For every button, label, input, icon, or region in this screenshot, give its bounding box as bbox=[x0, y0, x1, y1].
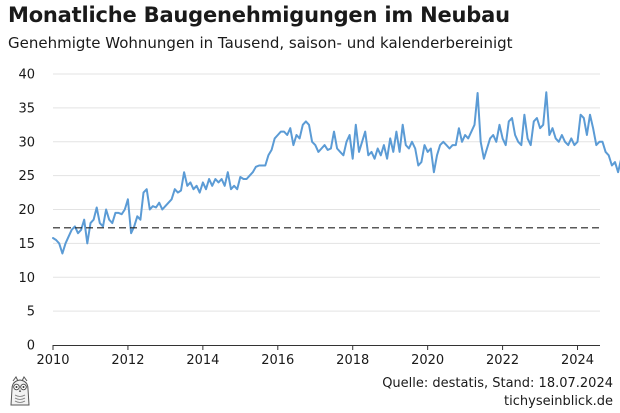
grid-lines bbox=[53, 73, 600, 312]
website-credit[interactable]: tichyseinblick.de bbox=[504, 394, 613, 409]
x-tick-label: 2012 bbox=[111, 353, 144, 368]
x-tick-label: 2020 bbox=[411, 353, 444, 368]
y-axis-ticks: 0 5 10 15 20 25 30 35 40 bbox=[18, 68, 35, 354]
y-tick-label: 35 bbox=[18, 101, 35, 116]
y-tick-label: 20 bbox=[18, 203, 35, 218]
x-axis-ticks: 2010 2012 2014 2016 2018 2020 2022 2024 bbox=[36, 345, 594, 368]
y-tick-label: 10 bbox=[18, 271, 35, 286]
x-tick-label: 2014 bbox=[186, 353, 219, 368]
y-tick-label: 15 bbox=[18, 237, 35, 252]
series-line bbox=[52, 91, 620, 255]
y-tick-label: 0 bbox=[27, 339, 35, 354]
y-tick-label: 5 bbox=[27, 305, 35, 320]
x-tick-label: 2010 bbox=[36, 353, 69, 368]
chart-subtitle: Genehmigte Wohnungen in Tausend, saison-… bbox=[8, 34, 513, 52]
series-layer bbox=[52, 91, 620, 255]
y-tick-label: 30 bbox=[18, 135, 35, 150]
x-tick-label: 2018 bbox=[336, 353, 369, 368]
x-tick-label: 2022 bbox=[486, 353, 519, 368]
chart-title: Monatliche Baugenehmigungen im Neubau bbox=[8, 3, 510, 27]
source-note: Quelle: destatis, Stand: 18.07.2024 bbox=[382, 376, 613, 391]
y-tick-label: 25 bbox=[18, 169, 35, 184]
y-tick-label: 40 bbox=[18, 68, 35, 83]
owl-logo-icon bbox=[6, 375, 34, 411]
x-tick-label: 2024 bbox=[561, 353, 594, 368]
x-tick-label: 2016 bbox=[261, 353, 294, 368]
